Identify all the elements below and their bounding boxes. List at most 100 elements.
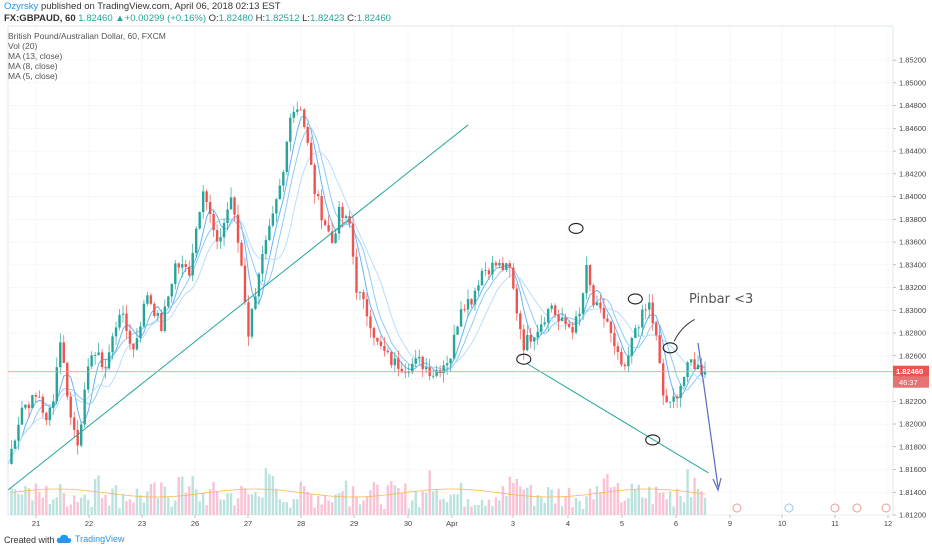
volume-bar bbox=[76, 501, 79, 515]
volume-bar bbox=[651, 504, 654, 515]
candle-body bbox=[567, 324, 571, 328]
candle-body bbox=[560, 317, 564, 322]
volume-bar bbox=[550, 489, 553, 515]
volume-bar bbox=[438, 499, 442, 515]
forecast-arrow-line bbox=[697, 342, 719, 488]
candle-body bbox=[97, 352, 100, 356]
volume-bar bbox=[97, 475, 100, 515]
x-tick-label: 23 bbox=[138, 519, 146, 528]
volume-bar bbox=[571, 507, 574, 515]
x-tick-label: 28 bbox=[297, 519, 305, 528]
volume-bar bbox=[491, 506, 494, 515]
candle-body bbox=[344, 216, 348, 219]
volume-bar bbox=[327, 500, 330, 515]
volume-bar bbox=[421, 491, 424, 515]
candle-body bbox=[41, 396, 45, 413]
candle-series bbox=[10, 101, 707, 465]
volume-bar bbox=[574, 497, 578, 515]
economic-event-icon bbox=[784, 503, 794, 513]
volume-bar bbox=[630, 483, 634, 515]
candle-body bbox=[170, 284, 173, 297]
candle-body bbox=[268, 225, 271, 241]
candle-body bbox=[484, 270, 487, 272]
candle-body bbox=[104, 367, 107, 369]
candle-body bbox=[167, 296, 170, 307]
y-tick-label: 1.83200 bbox=[899, 283, 926, 292]
volume-bar bbox=[505, 496, 508, 515]
candle-body bbox=[247, 302, 250, 337]
hand-drawn-circle bbox=[662, 342, 678, 354]
volume-bar bbox=[303, 486, 306, 515]
candle-body bbox=[480, 270, 484, 286]
volume-bar bbox=[700, 491, 703, 515]
volume-bar bbox=[323, 495, 327, 515]
candle-body bbox=[285, 141, 288, 172]
economic-event-icon bbox=[830, 503, 840, 513]
candle-body bbox=[637, 327, 640, 329]
candle-body bbox=[466, 299, 470, 310]
volume-bar bbox=[306, 491, 309, 515]
candle-body bbox=[682, 377, 686, 387]
candle-body bbox=[418, 356, 421, 359]
candle-body bbox=[107, 352, 111, 369]
candle-body bbox=[55, 367, 58, 402]
candle-body bbox=[522, 329, 525, 351]
volume-bar bbox=[146, 491, 149, 515]
countdown-value: 46:37 bbox=[899, 378, 918, 387]
y-tick-label: 1.81800 bbox=[899, 442, 926, 451]
candle-body bbox=[703, 371, 707, 375]
symbol[interactable]: FX:GBPAUD, 60 bbox=[4, 13, 76, 24]
legend-title: British Pound/Australian Dollar, 60, FXC… bbox=[8, 31, 166, 41]
candle-body bbox=[487, 270, 491, 275]
legend-ma8[interactable]: MA (8, close) bbox=[8, 61, 58, 71]
volume-bar bbox=[592, 499, 595, 515]
volume-bar bbox=[316, 496, 320, 515]
hand-drawn-circle bbox=[568, 222, 584, 234]
volume-bar bbox=[167, 497, 170, 515]
candle-body bbox=[303, 109, 306, 127]
volume-bar bbox=[578, 501, 581, 515]
candle-body bbox=[585, 264, 588, 294]
tradingview-logo[interactable]: TradingView bbox=[56, 534, 125, 544]
candle-body bbox=[616, 346, 620, 353]
tradingview-brand: TradingView bbox=[75, 534, 125, 544]
volume-bar bbox=[330, 502, 334, 515]
candle-body bbox=[515, 288, 519, 314]
volume-bar bbox=[149, 484, 153, 515]
author-link[interactable]: Ozyrsky bbox=[4, 1, 39, 12]
volume-bar bbox=[480, 499, 484, 515]
volume-bar bbox=[271, 475, 275, 515]
candle-body bbox=[13, 440, 17, 449]
candle-body bbox=[390, 352, 393, 366]
volume-bar bbox=[661, 492, 665, 515]
volume-bar bbox=[553, 503, 557, 515]
volume-bar bbox=[637, 484, 640, 515]
volume-bar bbox=[609, 487, 613, 515]
volume-bar bbox=[275, 488, 278, 515]
price-change: +0.00299 (+0.16%) bbox=[124, 13, 206, 24]
candle-body bbox=[282, 171, 285, 186]
volume-bar bbox=[93, 479, 97, 515]
close-value: 1.82460 bbox=[356, 13, 391, 24]
x-tick-label: 9 bbox=[728, 519, 732, 528]
volume-bar bbox=[613, 486, 616, 515]
candle-body bbox=[114, 327, 118, 337]
low-value: 1.82423 bbox=[310, 13, 345, 24]
candle-body bbox=[693, 359, 696, 370]
candle-body bbox=[111, 336, 114, 353]
legend-ma5[interactable]: MA (5, close) bbox=[8, 71, 58, 81]
candle-body bbox=[86, 366, 90, 390]
candle-body bbox=[661, 363, 665, 396]
legend-vol[interactable]: Vol (20) bbox=[8, 41, 38, 51]
volume-bar bbox=[407, 508, 410, 515]
volume-bar bbox=[581, 508, 585, 515]
candle-body bbox=[543, 322, 546, 325]
candle-body bbox=[306, 126, 309, 143]
candle-body bbox=[337, 206, 341, 234]
candle-body bbox=[686, 362, 689, 378]
volume-bar bbox=[442, 498, 445, 515]
volume-bar bbox=[404, 483, 407, 515]
header: Ozyrsky published on TradingView.com, Ap… bbox=[4, 1, 391, 24]
legend-ma13[interactable]: MA (13, close) bbox=[8, 51, 63, 61]
